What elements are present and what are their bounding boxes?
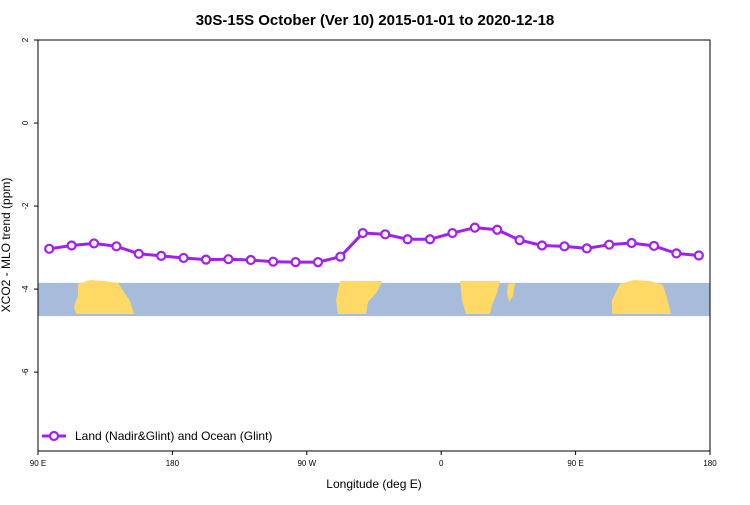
- data-point: [469, 222, 480, 233]
- data-point: [514, 235, 525, 246]
- map-land-australia-east: [612, 280, 671, 314]
- data-point: [223, 254, 234, 265]
- x-tick-label: 90 E: [30, 459, 46, 468]
- y-axis: 2 0 -2 -4 -6: [21, 37, 38, 376]
- chart-title: 30S-15S October (Ver 10) 2015-01-01 to 2…: [196, 12, 555, 29]
- map-land-madagascar: [507, 283, 515, 302]
- x-axis-label: Longitude (deg E): [326, 477, 421, 491]
- x-tick-label: 90 W: [297, 459, 316, 468]
- data-point: [447, 227, 458, 239]
- legend-marker-swatch: [48, 430, 60, 442]
- data-point: [268, 256, 279, 267]
- data-point: [648, 240, 660, 252]
- x-tick-label: 90 E: [567, 459, 583, 468]
- data-point: [111, 241, 122, 252]
- map-strip: [38, 280, 710, 317]
- data-point: [245, 254, 256, 266]
- y-axis-label: XCO2 - MLO trend (ppm): [0, 178, 13, 313]
- y-tick-label: -2: [21, 202, 30, 210]
- y-tick-label: -4: [21, 285, 30, 293]
- data-point: [44, 243, 55, 254]
- data-point: [626, 237, 637, 249]
- x-tick-label: 180: [703, 459, 717, 468]
- data-point: [536, 240, 548, 251]
- data-point: [200, 254, 212, 265]
- data-point: [133, 248, 144, 259]
- data-point: [424, 234, 436, 245]
- y-tick-label: 0: [21, 120, 30, 125]
- x-axis: 90 E 180 90 W 0 90 E 180: [30, 451, 717, 468]
- data-point: [156, 250, 167, 261]
- legend: Land (Nadir&Glint) and Ocean (Glint): [42, 429, 272, 443]
- y-tick-label: -6: [21, 368, 30, 376]
- x-tick-label: 0: [439, 459, 444, 468]
- series-line: [48, 226, 699, 264]
- data-point: [671, 248, 682, 259]
- data-point: [312, 257, 324, 268]
- data-point: [380, 229, 391, 240]
- map-land-australia: [74, 280, 134, 314]
- series-layer: [44, 222, 704, 268]
- data-point: [66, 240, 77, 251]
- data-point: [88, 238, 100, 249]
- map-land-south-america: [336, 281, 382, 314]
- y-tick-label: 2: [21, 37, 30, 42]
- data-point: [604, 239, 615, 250]
- data-point: [290, 257, 301, 268]
- map-land-africa: [460, 281, 500, 314]
- data-point: [335, 251, 346, 262]
- data-point: [559, 241, 570, 252]
- data-point: [402, 234, 413, 245]
- data-point: [178, 252, 189, 264]
- data-point: [357, 227, 368, 239]
- data-point: [581, 243, 592, 254]
- plot-frame: [37, 39, 711, 452]
- x-tick-label: 180: [166, 459, 180, 468]
- data-point: [693, 250, 704, 261]
- data-point: [492, 224, 503, 235]
- legend-label: Land (Nadir&Glint) and Ocean (Glint): [75, 429, 272, 443]
